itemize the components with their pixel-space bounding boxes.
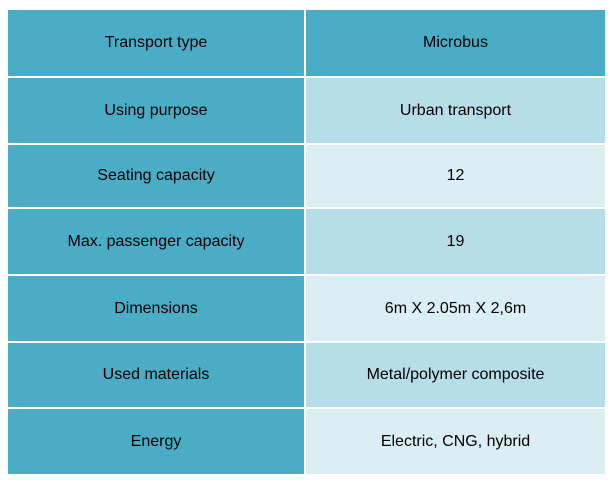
row-label-using-purpose: Using purpose	[8, 76, 304, 143]
row-label-energy: Energy	[8, 407, 304, 474]
row-value-energy: Electric, CNG, hybrid	[304, 407, 605, 474]
row-value-transport-type: Microbus	[304, 10, 605, 76]
row-label-dimensions: Dimensions	[8, 274, 304, 341]
row-label-transport-type: Transport type	[8, 10, 304, 76]
row-label-seating-capacity: Seating capacity	[8, 143, 304, 207]
row-label-max-passenger-capacity: Max. passenger capacity	[8, 207, 304, 274]
row-value-seating-capacity: 12	[304, 143, 605, 207]
row-value-max-passenger-capacity: 19	[304, 207, 605, 274]
spec-table: Transport type Microbus Using purpose Ur…	[8, 10, 605, 474]
row-value-dimensions: 6m X 2.05m X 2,6m	[304, 274, 605, 341]
row-label-used-materials: Used materials	[8, 341, 304, 407]
row-value-used-materials: Metal/polymer composite	[304, 341, 605, 407]
row-value-using-purpose: Urban transport	[304, 76, 605, 143]
